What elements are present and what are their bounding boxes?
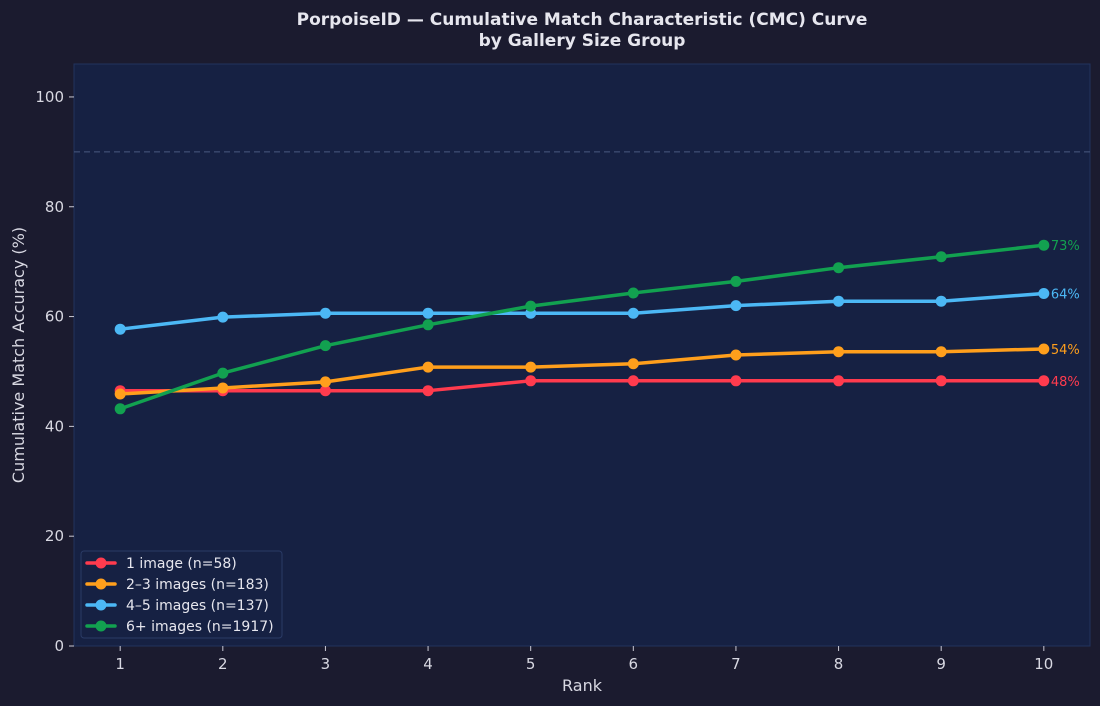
legend-item: 2–3 images (n=183) [85,577,269,593]
plot-area [73,63,1091,647]
data-point [422,361,434,373]
x-tick-label: 8 [834,655,844,673]
legend-label: 4–5 images (n=137) [126,598,269,614]
data-point [114,323,126,335]
data-point [627,358,639,370]
series-line [118,379,1046,393]
data-point [1038,375,1050,387]
legend-label: 2–3 images (n=183) [126,577,269,593]
data-point [319,385,331,397]
x-tick-label: 3 [321,655,331,673]
data-point [114,388,126,400]
x-tick-label: 2 [218,655,228,673]
series-2: 54% [114,343,1080,400]
series-layer: 48% 54% 64% 73% [114,239,1080,415]
x-tick-label: 1 [115,655,125,673]
series-3: 64% [114,288,1080,335]
data-point [935,375,947,387]
data-point [114,403,126,415]
x-tick-label: 10 [1034,655,1053,673]
legend-swatch-marker [95,578,107,590]
data-point [935,295,947,307]
data-point [730,349,742,361]
chart-title: PorpoiseID — Cumulative Match Characteri… [297,10,868,30]
legend-label: 6+ images (n=1917) [126,619,274,635]
data-point [217,367,229,379]
legend-swatch-marker [95,599,107,611]
y-tick-label: 0 [54,637,64,655]
legend-item: 1 image (n=58) [85,556,237,572]
x-axis: 1 2 3 4 5 6 7 8 9 10 [115,646,1053,673]
data-point [935,346,947,358]
data-point [935,251,947,263]
data-point [730,375,742,387]
data-point [319,340,331,352]
end-value-label: 48% [1051,375,1080,390]
y-tick-label: 80 [45,198,64,216]
x-tick-label: 5 [526,655,536,673]
data-point [730,275,742,287]
data-point [627,287,639,299]
data-point [319,376,331,388]
data-point [1038,343,1050,355]
data-point [217,382,229,394]
data-point [730,300,742,312]
y-tick-label: 20 [45,527,64,545]
data-point [217,311,229,323]
data-point [627,307,639,319]
data-point [833,295,845,307]
chart-subtitle: by Gallery Size Group [479,31,686,51]
x-tick-label: 9 [936,655,946,673]
data-point [319,307,331,319]
y-tick-label: 40 [45,417,64,435]
data-point [525,375,537,387]
y-tick-label: 100 [35,88,64,106]
data-point [1038,288,1050,300]
legend-label: 1 image (n=58) [126,556,237,572]
legend-swatch-marker [95,620,107,632]
x-axis-label: Rank [562,676,603,695]
end-value-label: 73% [1051,239,1080,254]
legend-item: 4–5 images (n=137) [85,598,269,614]
data-point [525,361,537,373]
series-line [118,243,1046,411]
series-line [118,347,1046,396]
data-point [627,375,639,387]
end-value-label: 64% [1051,288,1080,303]
x-tick-label: 6 [629,655,639,673]
x-tick-label: 4 [423,655,433,673]
y-tick-label: 60 [45,308,64,326]
data-point [525,300,537,312]
x-tick-label: 7 [731,655,741,673]
series-4: 73% [114,239,1080,415]
y-axis: 0 20 40 60 80 100 [35,88,74,655]
data-point [422,319,434,331]
y-axis-label: Cumulative Match Accuracy (%) [9,227,28,483]
data-point [833,346,845,358]
data-point [1038,239,1050,251]
data-point [833,262,845,274]
data-point [422,307,434,319]
legend-swatch-marker [95,557,107,569]
legend: 1 image (n=58) 2–3 images (n=183) 4–5 imag… [80,550,283,639]
legend-item: 6+ images (n=1917) [85,619,274,635]
legend-box [80,550,283,639]
data-point [422,385,434,397]
data-point [833,375,845,387]
series-line [118,291,1046,331]
end-value-label: 54% [1051,343,1080,358]
